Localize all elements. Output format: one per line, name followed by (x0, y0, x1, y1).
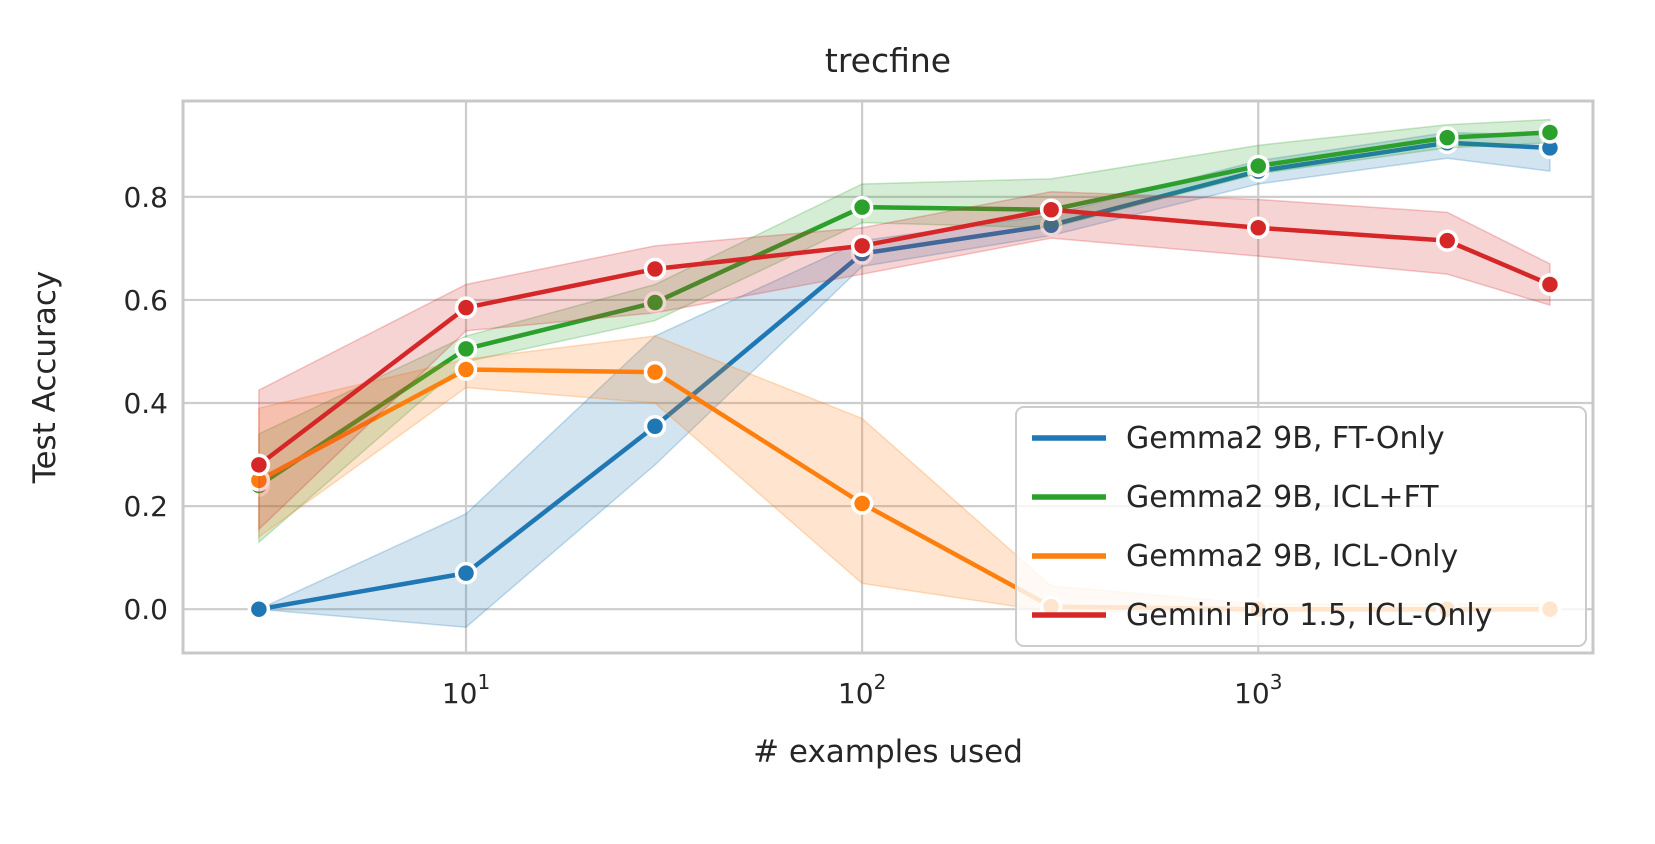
series-line-gemma2-9b-ft-only (256, 140, 1553, 612)
data-point-gemma2-9b-icl-ft (454, 337, 478, 361)
data-point-gemma2-9b-ft-only (643, 414, 667, 438)
x-tick-label: 101 (442, 670, 490, 710)
data-point-gemini-pro-1-5-icl-only (1435, 229, 1459, 252)
data-point-gemma2-9b-ft-only (454, 561, 478, 585)
y-tick-label: 0.8 (123, 181, 168, 214)
series-gemini-pro-1-5-icl-only (247, 190, 1562, 532)
data-point-gemma2-9b-icl-only (850, 492, 874, 515)
data-point-gemma2-9b-icl-only (454, 358, 478, 381)
data-point-gemini-pro-1-5-icl-only (850, 234, 874, 258)
chart-title: trecfine (825, 41, 951, 80)
data-point-gemini-pro-1-5-icl-only (643, 257, 667, 281)
data-point-gemini-pro-1-5-icl-only (1538, 273, 1562, 296)
y-tick-label: 0.4 (123, 387, 168, 420)
data-point-gemma2-9b-icl-ft (850, 195, 874, 219)
y-axis-label: Test Accuracy (27, 271, 63, 484)
series-gemma2-9b-ft-only (247, 131, 1562, 629)
tick-layer: 0.0 0.2 0.4 0.6 0.8 101 102 103 (123, 181, 1282, 710)
data-point-gemma2-9b-ft-only (247, 597, 271, 621)
series-line-gemma2-9b-icl-ft (256, 130, 1553, 488)
data-point-gemini-pro-1-5-icl-only (1039, 198, 1063, 222)
data-point-gemma2-9b-icl-only (643, 360, 667, 384)
x-tick-label: 102 (838, 670, 886, 710)
y-tick-label: 0.0 (123, 593, 168, 626)
data-point-gemma2-9b-icl-ft (1435, 126, 1459, 149)
confidence-band-gemini-pro-1-5-icl-only (258, 190, 1551, 532)
y-tick-label: 0.2 (123, 490, 168, 523)
data-point-gemma2-9b-icl-ft (1246, 154, 1270, 178)
x-axis-label: # examples used (753, 734, 1023, 770)
legend-label: Gemma2 9B, ICL-Only (1126, 539, 1458, 574)
legend-box (1015, 406, 1587, 647)
data-point-gemma2-9b-icl-ft (643, 291, 667, 314)
legend-label: Gemma2 9B, FT-Only (1126, 421, 1445, 456)
data-point-gemini-pro-1-5-icl-only (454, 296, 478, 319)
data-point-gemini-pro-1-5-icl-only (247, 453, 271, 477)
data-point-gemma2-9b-icl-ft (1538, 121, 1562, 144)
x-tick-label: 103 (1234, 670, 1282, 710)
data-point-gemini-pro-1-5-icl-only (1246, 216, 1270, 240)
series-line-gemini-pro-1-5-icl-only (256, 207, 1553, 468)
y-tick-label: 0.6 (123, 284, 168, 317)
legend-label: Gemini Pro 1.5, ICL-Only (1126, 598, 1492, 633)
series-layer (247, 118, 1562, 629)
legend: Gemma2 9B, FT-Only Gemma2 9B, ICL+FT Gemma… (1015, 406, 1587, 647)
plot-area (181, 99, 1595, 655)
legend-label: Gemma2 9B, ICL+FT (1126, 480, 1439, 515)
